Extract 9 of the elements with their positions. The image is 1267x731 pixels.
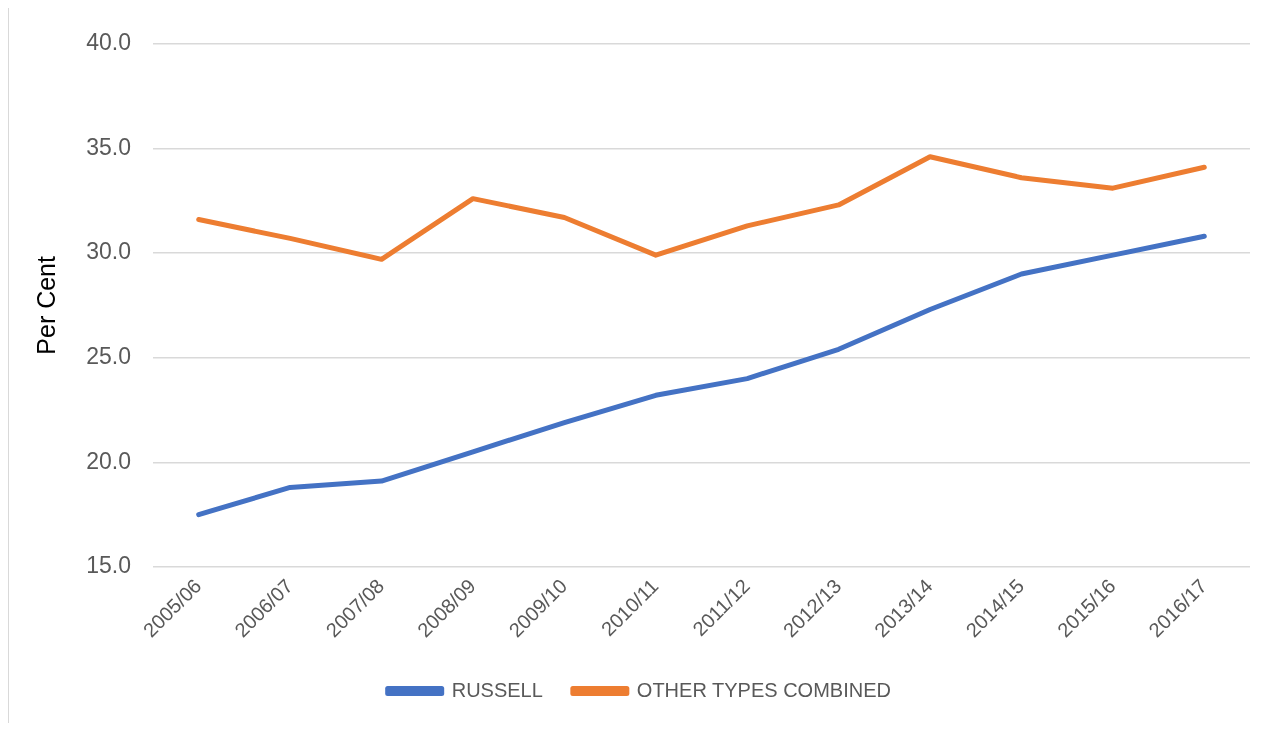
y-tick-label: 30.0 — [86, 238, 131, 265]
legend-label: OTHER TYPES COMBINED — [636, 678, 891, 701]
y-tick-label: 20.0 — [86, 447, 131, 474]
y-tick-label: 35.0 — [86, 133, 131, 160]
y-axis-title: Per Cent — [31, 255, 60, 355]
legend-label: RUSSELL — [451, 678, 543, 701]
y-tick-label: 15.0 — [86, 552, 131, 579]
y-tick-label: 40.0 — [86, 29, 131, 56]
y-tick-label: 25.0 — [86, 343, 131, 370]
